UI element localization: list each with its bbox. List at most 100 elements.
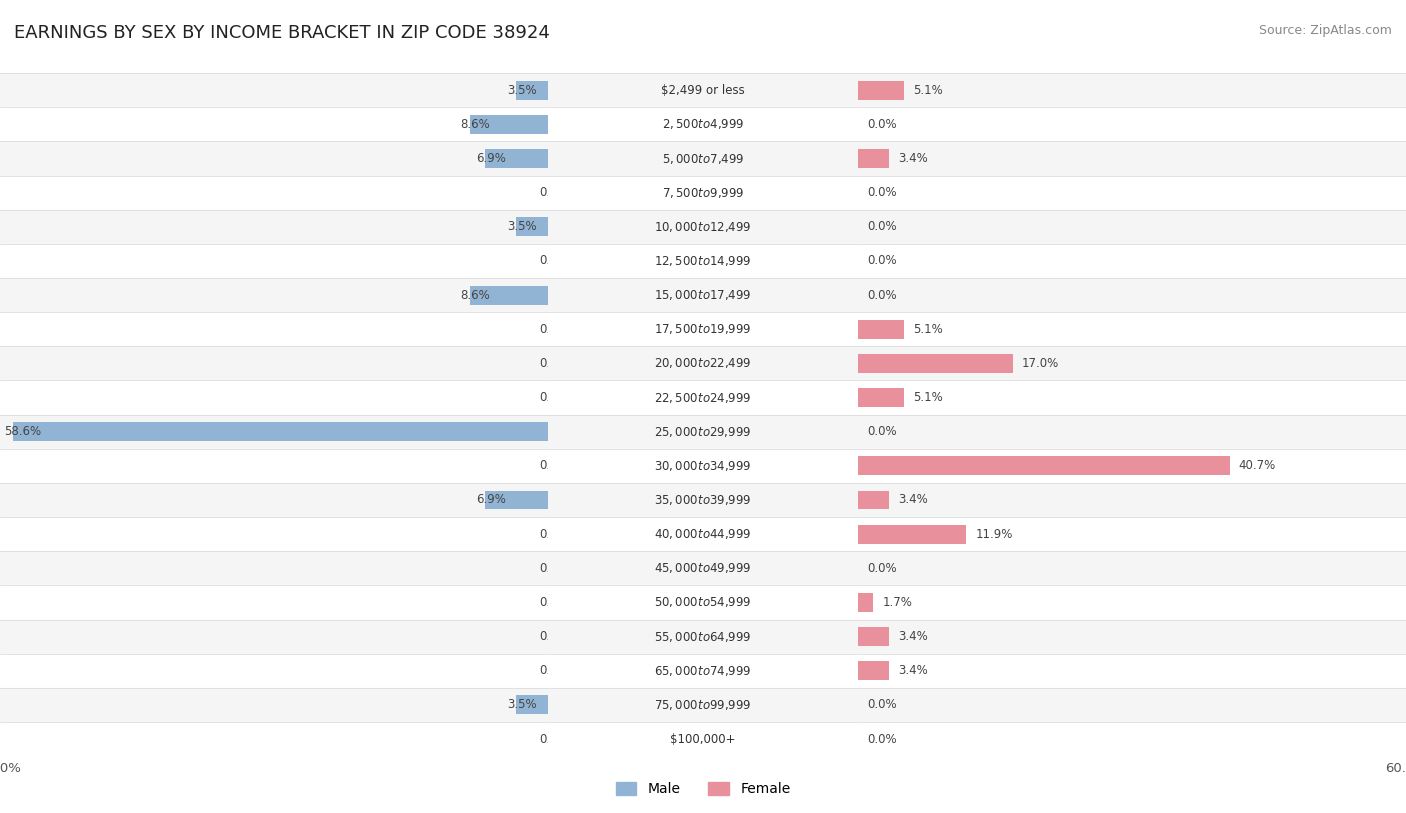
Text: 0.0%: 0.0%	[540, 357, 569, 370]
Bar	[0, 483, 548, 517]
Bar	[0, 278, 548, 312]
Bar	[858, 449, 1406, 483]
Bar	[858, 490, 889, 510]
Text: 3.5%: 3.5%	[508, 84, 537, 97]
Text: 0.0%: 0.0%	[866, 425, 897, 438]
Text: $10,000 to $12,499: $10,000 to $12,499	[654, 220, 752, 234]
Bar	[0, 415, 548, 449]
Text: $75,000 to $99,999: $75,000 to $99,999	[654, 698, 752, 712]
Bar	[548, 449, 858, 483]
Bar	[0, 244, 548, 278]
Bar	[858, 593, 873, 612]
Text: $65,000 to $74,999: $65,000 to $74,999	[654, 663, 752, 678]
Text: 11.9%: 11.9%	[976, 528, 1012, 541]
Bar	[858, 661, 889, 680]
Bar	[858, 524, 966, 544]
Text: 0.0%: 0.0%	[866, 698, 897, 711]
Text: 3.5%: 3.5%	[508, 698, 537, 711]
Bar	[0, 141, 548, 176]
Bar	[858, 312, 1406, 346]
Bar	[858, 354, 1012, 373]
Text: $2,500 to $4,999: $2,500 to $4,999	[662, 117, 744, 132]
Bar	[858, 456, 1230, 476]
Bar	[858, 517, 1406, 551]
Bar	[858, 320, 904, 339]
Text: 0.0%: 0.0%	[866, 289, 897, 302]
Bar	[548, 210, 858, 244]
Text: 3.5%: 3.5%	[508, 220, 537, 233]
Bar	[858, 278, 1406, 312]
Bar	[548, 278, 858, 312]
Bar	[858, 80, 904, 100]
Text: $12,500 to $14,999: $12,500 to $14,999	[654, 254, 752, 268]
Text: 0.0%: 0.0%	[866, 186, 897, 199]
Bar	[858, 627, 889, 646]
Bar	[0, 380, 548, 415]
Bar	[548, 585, 858, 620]
Text: $100,000+: $100,000+	[671, 733, 735, 746]
Text: $45,000 to $49,999: $45,000 to $49,999	[654, 561, 752, 576]
Text: 0.0%: 0.0%	[540, 391, 569, 404]
Text: $2,499 or less: $2,499 or less	[661, 84, 745, 97]
Bar	[548, 551, 858, 585]
Text: 0.0%: 0.0%	[540, 596, 569, 609]
Bar	[0, 312, 548, 346]
Bar	[858, 176, 1406, 210]
Bar	[858, 141, 1406, 176]
Bar	[858, 73, 1406, 107]
Bar	[858, 415, 1406, 449]
Text: 8.6%: 8.6%	[461, 289, 491, 302]
Legend: Male, Female: Male, Female	[610, 777, 796, 802]
Text: $25,000 to $29,999: $25,000 to $29,999	[654, 424, 752, 439]
Bar	[858, 388, 904, 407]
Bar	[548, 244, 858, 278]
Text: 0.0%: 0.0%	[540, 733, 569, 746]
Text: 0.0%: 0.0%	[540, 630, 569, 643]
Bar	[858, 149, 889, 168]
Bar	[0, 551, 548, 585]
Bar	[548, 483, 858, 517]
Text: 3.4%: 3.4%	[898, 493, 928, 506]
Bar	[0, 176, 548, 210]
Text: 0.0%: 0.0%	[866, 254, 897, 267]
Text: 5.1%: 5.1%	[914, 323, 943, 336]
Text: 0.0%: 0.0%	[866, 220, 897, 233]
Text: 58.6%: 58.6%	[4, 425, 41, 438]
Bar	[858, 483, 1406, 517]
Text: 3.4%: 3.4%	[898, 664, 928, 677]
Bar	[548, 73, 858, 107]
Text: $50,000 to $54,999: $50,000 to $54,999	[654, 595, 752, 610]
Bar	[548, 141, 858, 176]
Text: $55,000 to $64,999: $55,000 to $64,999	[654, 629, 752, 644]
Bar	[548, 415, 858, 449]
Bar	[0, 688, 548, 722]
Bar	[548, 312, 858, 346]
Bar	[0, 210, 548, 244]
Bar	[548, 517, 858, 551]
Text: $17,500 to $19,999: $17,500 to $19,999	[654, 322, 752, 337]
Text: 8.6%: 8.6%	[461, 118, 491, 131]
Text: 5.1%: 5.1%	[914, 84, 943, 97]
Bar	[858, 620, 1406, 654]
Text: $15,000 to $17,499: $15,000 to $17,499	[654, 288, 752, 302]
Bar	[548, 176, 858, 210]
Bar	[470, 285, 548, 305]
Bar	[0, 107, 548, 141]
Bar	[516, 80, 548, 100]
Bar	[470, 115, 548, 134]
Text: 1.7%: 1.7%	[883, 596, 912, 609]
Bar	[858, 210, 1406, 244]
Bar	[548, 620, 858, 654]
Bar	[13, 422, 548, 441]
Text: 0.0%: 0.0%	[540, 528, 569, 541]
Bar	[0, 620, 548, 654]
Text: 6.9%: 6.9%	[477, 152, 506, 165]
Bar	[548, 380, 858, 415]
Bar	[548, 654, 858, 688]
Bar	[516, 695, 548, 715]
Text: 3.4%: 3.4%	[898, 152, 928, 165]
Bar	[0, 722, 548, 756]
Bar	[0, 73, 548, 107]
Text: 0.0%: 0.0%	[540, 254, 569, 267]
Text: 0.0%: 0.0%	[540, 562, 569, 575]
